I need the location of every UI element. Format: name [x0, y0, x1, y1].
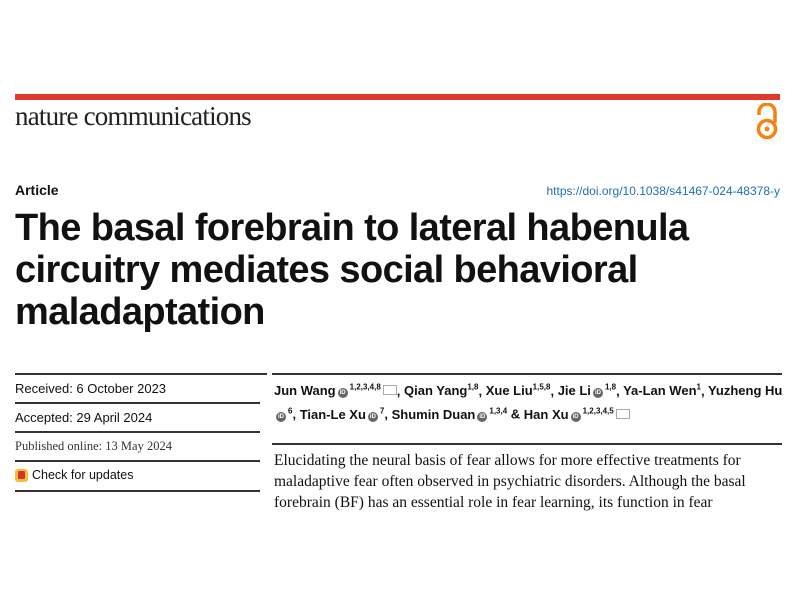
orcid-icon[interactable]: iD: [367, 411, 378, 422]
divider: [15, 402, 260, 404]
affiliation-numbers: 1,3,4: [489, 406, 508, 416]
author-name: Jie Li: [557, 383, 591, 399]
author[interactable]: Yuzheng HuiD6: [274, 383, 783, 422]
affiliation-numbers: 1,2,3,4,5: [582, 406, 614, 416]
check-for-updates-button[interactable]: Check for updates: [15, 468, 133, 482]
divider: [15, 373, 267, 375]
affiliation-numbers: 1,8: [467, 383, 479, 392]
author-name: Ya-Lan Wen: [623, 383, 697, 399]
author-name: Han Xu: [523, 406, 569, 422]
author[interactable]: Jie Li iD1,8: [557, 383, 617, 399]
check-updates-label: Check for updates: [32, 468, 134, 482]
divider: [15, 460, 260, 462]
orcid-icon[interactable]: iD: [337, 388, 348, 399]
divider: [15, 490, 260, 492]
affiliation-numbers: 1: [696, 383, 701, 392]
check-updates-icon: [15, 468, 28, 482]
author[interactable]: Tian-Le Xu iD7: [299, 406, 385, 422]
orcid-icon[interactable]: iD: [592, 388, 603, 399]
accepted-date: Accepted: 29 April 2024: [15, 410, 153, 425]
author[interactable]: Shumin Duan iD1,3,4: [391, 406, 508, 422]
divider: [272, 443, 782, 445]
author-name: Xue Liu: [485, 383, 533, 399]
author-list: Jun Wang iD1,2,3,4,8, Qian Yang1,8, Xue L…: [274, 383, 783, 422]
author[interactable]: Xue Liu1,5,8: [486, 383, 551, 398]
published-date: Published online: 13 May 2024: [15, 439, 172, 453]
affiliation-numbers: 1,5,8: [532, 383, 551, 392]
author-name: Yuzheng Hu: [707, 383, 783, 399]
orcid-icon[interactable]: iD: [477, 411, 488, 422]
doi-link[interactable]: https://doi.org/10.1038/s41467-024-48378…: [546, 184, 780, 198]
article-title: The basal forebrain to lateral habenula …: [15, 207, 689, 333]
author-name: Jun Wang: [274, 383, 336, 399]
orcid-icon[interactable]: iD: [276, 411, 286, 422]
affiliation-numbers: 1,8: [604, 383, 617, 392]
journal-name: nature communications: [15, 101, 252, 131]
affiliation-numbers: 6: [288, 406, 293, 416]
divider: [15, 431, 260, 433]
article-type: Article: [15, 182, 59, 198]
orcid-icon[interactable]: iD: [570, 411, 581, 422]
open-access-icon: [755, 102, 779, 146]
email-icon[interactable]: [382, 385, 397, 396]
received-date: Received: 6 October 2023: [15, 381, 167, 396]
author[interactable]: Han Xu iD1,2,3,4,5: [523, 406, 630, 422]
author-name: Shumin Duan: [391, 406, 476, 422]
divider: [272, 373, 782, 375]
abstract-text: Elucidating the neural basis of fear all…: [274, 452, 746, 511]
email-icon[interactable]: [615, 408, 630, 419]
journal-accent-bar: [15, 94, 780, 100]
author-name: Qian Yang: [404, 383, 468, 399]
author[interactable]: Ya-Lan Wen1: [623, 383, 701, 398]
author-name: Tian-Le Xu: [299, 406, 366, 422]
author[interactable]: Jun Wang iD1,2,3,4,8: [274, 383, 397, 399]
affiliation-numbers: 1,2,3,4,8: [349, 383, 381, 392]
author[interactable]: Qian Yang1,8: [404, 383, 478, 398]
affiliation-numbers: 7: [379, 406, 385, 416]
